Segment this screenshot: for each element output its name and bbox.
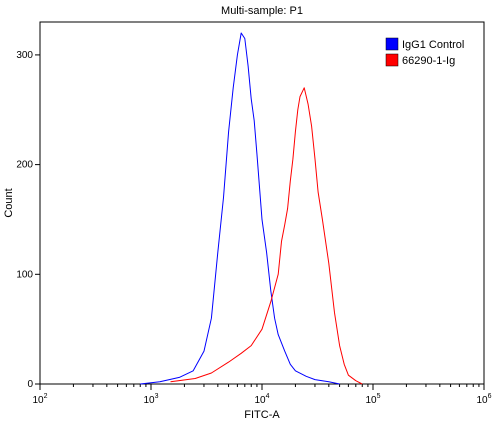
y-tick-label: 100: [16, 269, 33, 280]
legend-swatch: [385, 53, 399, 67]
legend-label: 66290-1-Ig: [402, 55, 455, 67]
y-tick-label: 200: [16, 160, 33, 171]
series-line-sample: [170, 87, 363, 385]
x-tick-label: 104: [254, 393, 269, 406]
y-tick-label: 300: [16, 50, 33, 61]
x-tick-label: 105: [365, 393, 380, 406]
y-axis-title: Count: [3, 188, 15, 217]
x-axis: 102 103 104 105 106: [32, 384, 492, 406]
chart-title: Multi-sample: P1: [221, 5, 303, 17]
x-tick-label: 106: [476, 393, 491, 406]
x-tick-label: 103: [143, 393, 158, 406]
series-group: [140, 32, 363, 385]
y-tick-label: 0: [27, 379, 33, 390]
legend-label: IgG1 Control: [402, 39, 464, 51]
x-tick-label: 102: [32, 393, 47, 406]
series-line-igg1-control: [140, 32, 340, 385]
x-axis-title: FITC-A: [244, 409, 280, 421]
y-axis: 0 100 200 300: [16, 50, 40, 390]
legend: IgG1 Control 66290-1-Ig: [385, 37, 464, 67]
legend-swatch: [385, 37, 399, 51]
